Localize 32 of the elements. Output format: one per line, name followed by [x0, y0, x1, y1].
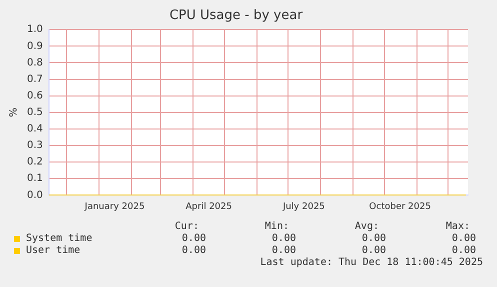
- text: 0.00: [272, 245, 296, 256]
- text: 0.00: [362, 245, 386, 256]
- x-tick-label: January 2025: [84, 202, 145, 212]
- text: Max:: [446, 221, 470, 232]
- text: Avg:: [354, 221, 379, 232]
- text: 0.00: [182, 233, 206, 244]
- y-tick-label: 0.2: [26, 156, 43, 168]
- text: 0.00: [272, 233, 296, 244]
- text: Last update: Thu Dec 18 11:00:45 2025: [260, 257, 483, 268]
- y-tick-label: 0.4: [26, 124, 43, 135]
- y-tick-label: 0.8: [26, 57, 43, 68]
- text: Cur:: [174, 221, 199, 232]
- y-tick-label: 1.0: [26, 24, 43, 36]
- y-tick-label: 0.7: [26, 74, 43, 85]
- y-tick-label: 0.5: [26, 106, 43, 118]
- text: 0.00: [452, 245, 476, 256]
- x-tick-label: July 2025: [282, 202, 325, 212]
- text: 0.00: [182, 245, 206, 256]
- y-tick-label: 0.3: [26, 140, 43, 152]
- x-tick-label: April 2025: [186, 202, 232, 212]
- y-tick-label: 0.0: [26, 190, 43, 201]
- text: Min:: [264, 221, 289, 232]
- y-tick-label: 0.6: [26, 90, 43, 102]
- x-tick-label: October 2025: [369, 202, 431, 212]
- chart-title: CPU Usage - by year: [169, 8, 304, 24]
- y-tick-label: 0.1: [26, 173, 43, 184]
- text: 0.00: [362, 233, 386, 244]
- y-axis-title: %: [8, 108, 20, 118]
- legend-label: System time: [26, 233, 92, 244]
- y-tick-label: 0.9: [26, 40, 43, 52]
- text: 0.00: [452, 233, 476, 244]
- legend-label: User time: [26, 245, 80, 256]
